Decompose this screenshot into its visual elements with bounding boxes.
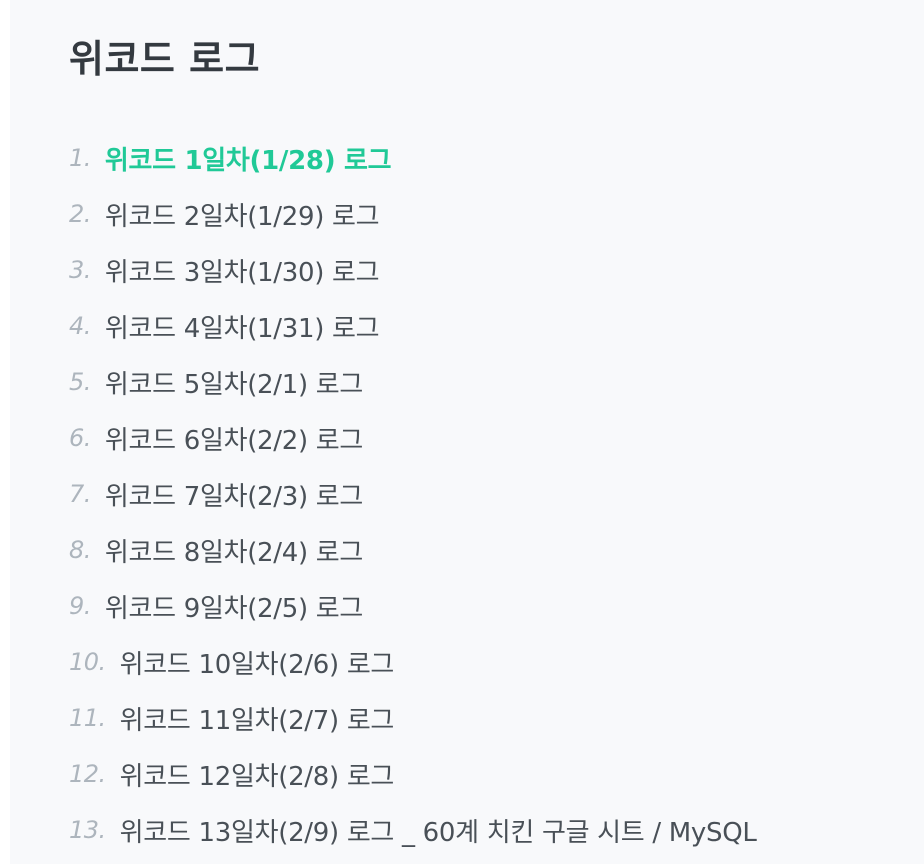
series-item-link[interactable]: 위코드 3일차(1/30) 로그: [104, 257, 380, 288]
item-number: 6.: [69, 424, 91, 452]
item-number: 2.: [69, 200, 91, 228]
item-number: 3.: [69, 256, 91, 284]
series-item-4[interactable]: 4. 위코드 4일차(1/31) 로그: [69, 298, 757, 354]
series-item-link[interactable]: 위코드 12일차(2/8) 로그: [119, 761, 395, 792]
item-number: 4.: [69, 312, 91, 340]
series-item-7[interactable]: 7. 위코드 7일차(2/3) 로그: [69, 466, 757, 522]
series-item-link[interactable]: 위코드 6일차(2/2) 로그: [104, 425, 364, 456]
series-item-link[interactable]: 위코드 9일차(2/5) 로그: [104, 593, 364, 624]
item-number: 11.: [69, 704, 106, 732]
series-item-link[interactable]: 위코드 13일차(2/9) 로그 _ 60계 치킨 구글 시트 / MySQL: [119, 817, 757, 848]
series-item-link[interactable]: 위코드 10일차(2/6) 로그: [119, 649, 395, 680]
series-title[interactable]: 위코드 로그: [69, 37, 261, 81]
series-item-2[interactable]: 2. 위코드 2일차(1/29) 로그: [69, 186, 757, 242]
series-item-link[interactable]: 위코드 11일차(2/7) 로그: [119, 705, 395, 736]
item-number: 13.: [69, 816, 106, 844]
series-list: 1. 위코드 1일차(1/28) 로그 2. 위코드 2일차(1/29) 로그 …: [69, 130, 757, 858]
series-item-link[interactable]: 위코드 5일차(2/1) 로그: [104, 369, 364, 400]
series-item-1[interactable]: 1. 위코드 1일차(1/28) 로그: [69, 130, 757, 186]
series-item-6[interactable]: 6. 위코드 6일차(2/2) 로그: [69, 410, 757, 466]
series-item-12[interactable]: 12. 위코드 12일차(2/8) 로그: [69, 746, 757, 802]
item-number: 1.: [69, 144, 91, 172]
series-item-8[interactable]: 8. 위코드 8일차(2/4) 로그: [69, 522, 757, 578]
item-number: 10.: [69, 648, 106, 676]
item-number: 9.: [69, 592, 91, 620]
series-item-9[interactable]: 9. 위코드 9일차(2/5) 로그: [69, 578, 757, 634]
series-panel: 위코드 로그 1. 위코드 1일차(1/28) 로그 2. 위코드 2일차(1/…: [10, 0, 924, 864]
item-number: 12.: [69, 760, 106, 788]
series-item-link[interactable]: 위코드 8일차(2/4) 로그: [104, 537, 364, 568]
series-item-link[interactable]: 위코드 4일차(1/31) 로그: [104, 313, 380, 344]
series-item-link[interactable]: 위코드 2일차(1/29) 로그: [104, 201, 380, 232]
series-item-11[interactable]: 11. 위코드 11일차(2/7) 로그: [69, 690, 757, 746]
series-item-link[interactable]: 위코드 1일차(1/28) 로그: [104, 145, 392, 176]
series-item-link[interactable]: 위코드 7일차(2/3) 로그: [104, 481, 364, 512]
series-item-13[interactable]: 13. 위코드 13일차(2/9) 로그 _ 60계 치킨 구글 시트 / My…: [69, 802, 757, 858]
series-item-5[interactable]: 5. 위코드 5일차(2/1) 로그: [69, 354, 757, 410]
item-number: 5.: [69, 368, 91, 396]
item-number: 7.: [69, 480, 91, 508]
series-item-10[interactable]: 10. 위코드 10일차(2/6) 로그: [69, 634, 757, 690]
series-item-3[interactable]: 3. 위코드 3일차(1/30) 로그: [69, 242, 757, 298]
item-number: 8.: [69, 536, 91, 564]
